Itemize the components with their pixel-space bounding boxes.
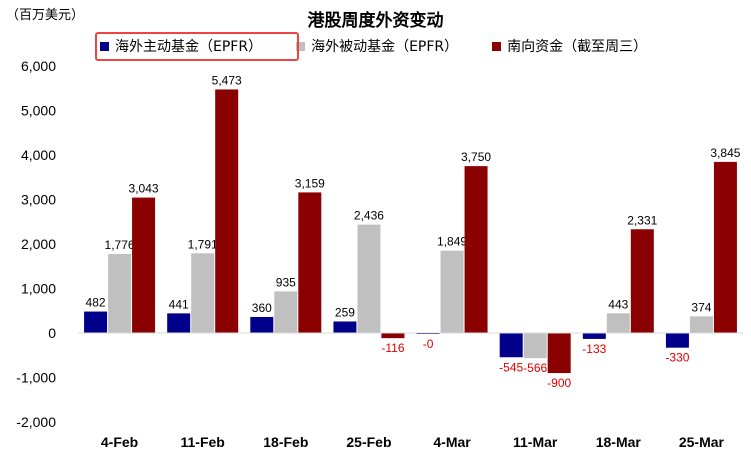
data-label: 935 xyxy=(276,275,296,289)
bar xyxy=(582,333,606,339)
bar xyxy=(547,333,571,374)
data-label: 5,473 xyxy=(212,73,242,87)
bar xyxy=(381,333,405,339)
bar xyxy=(630,229,654,333)
x-tick-label: 18-Feb xyxy=(263,434,308,450)
x-tick-label: 25-Feb xyxy=(346,434,391,450)
x-tick-label: 4-Feb xyxy=(101,434,138,450)
data-label: -133 xyxy=(582,342,606,356)
bar xyxy=(167,313,191,333)
bar xyxy=(250,316,274,333)
data-label: 1,791 xyxy=(188,237,218,251)
legend-swatch-southbound xyxy=(492,41,502,51)
y-tick-label: 3,000 xyxy=(21,192,56,208)
data-label: 482 xyxy=(86,296,106,310)
bar xyxy=(191,253,215,333)
bar xyxy=(689,316,713,333)
data-label: 3,043 xyxy=(129,182,159,196)
legend-label-southbound: 南向资金（截至周三） xyxy=(507,39,648,55)
chart-title: 港股周度外资变动 xyxy=(307,11,444,31)
bar xyxy=(606,313,630,333)
legend-swatch-passive-funds xyxy=(296,41,306,51)
y-tick-label: 4,000 xyxy=(21,147,56,163)
legend-item-southbound: 南向资金（截至周三） xyxy=(492,36,647,56)
bar xyxy=(499,333,523,358)
bar xyxy=(665,333,689,348)
data-label: 2,331 xyxy=(627,213,657,227)
legend-item-active-funds: 海外主动基金（EPFR） xyxy=(100,36,262,56)
data-label: 259 xyxy=(335,305,355,319)
legend-item-passive-funds: 海外被动基金（EPFR） xyxy=(296,36,458,56)
bar xyxy=(298,192,322,333)
bar xyxy=(333,321,357,333)
x-tick-label: 11-Mar xyxy=(513,434,558,450)
y-tick-label: 5,000 xyxy=(21,103,56,119)
data-label: 3,159 xyxy=(295,176,325,190)
bar xyxy=(215,89,239,333)
bar xyxy=(274,291,298,333)
y-tick-label: 6,000 xyxy=(21,58,56,74)
y-axis-unit-label: （百万美元） xyxy=(6,8,85,23)
bar xyxy=(84,311,108,333)
legend-swatch-active-funds xyxy=(100,41,109,51)
bar xyxy=(713,161,737,333)
legend-label-active-funds: 海外主动基金（EPFR） xyxy=(115,39,263,55)
y-tick-label: -1,000 xyxy=(16,370,56,386)
bar xyxy=(523,333,547,359)
data-label: -545 xyxy=(499,360,523,374)
legend-highlight-box xyxy=(95,32,299,61)
x-tick-label: 11-Feb xyxy=(181,434,225,450)
y-tick-label: -2,000 xyxy=(16,414,56,430)
legend-label-passive-funds: 海外被动基金（EPFR） xyxy=(311,39,459,55)
data-label: -0 xyxy=(423,337,434,351)
data-label: 360 xyxy=(252,301,272,315)
x-tick-label: 25-Mar xyxy=(679,434,725,450)
data-label: 1,776 xyxy=(105,238,135,252)
data-label: -900 xyxy=(547,376,571,390)
data-label: 1,849 xyxy=(437,235,467,249)
data-label: 3,750 xyxy=(461,150,491,164)
bar xyxy=(440,250,464,333)
bar xyxy=(464,166,488,333)
y-tick-label: 1,000 xyxy=(21,281,56,297)
data-label: 2,436 xyxy=(354,209,384,223)
data-label: 374 xyxy=(691,300,711,314)
data-label: 443 xyxy=(608,297,628,311)
y-tick-label: 0 xyxy=(48,325,56,341)
y-tick-label: 2,000 xyxy=(21,236,56,252)
x-tick-label: 18-Mar xyxy=(596,434,642,450)
data-label: 441 xyxy=(169,297,189,311)
bar xyxy=(132,197,156,333)
chart-legend: 海外主动基金（EPFR） 海外被动基金（EPFR） 南向资金（截至周三） xyxy=(100,32,647,60)
data-label: -566 xyxy=(523,361,547,375)
bar xyxy=(357,224,381,333)
data-label: -116 xyxy=(381,341,404,355)
data-label: 3,845 xyxy=(710,146,740,160)
data-label: -330 xyxy=(665,351,689,365)
x-tick-label: 4-Mar xyxy=(433,434,471,450)
bar xyxy=(108,253,132,333)
